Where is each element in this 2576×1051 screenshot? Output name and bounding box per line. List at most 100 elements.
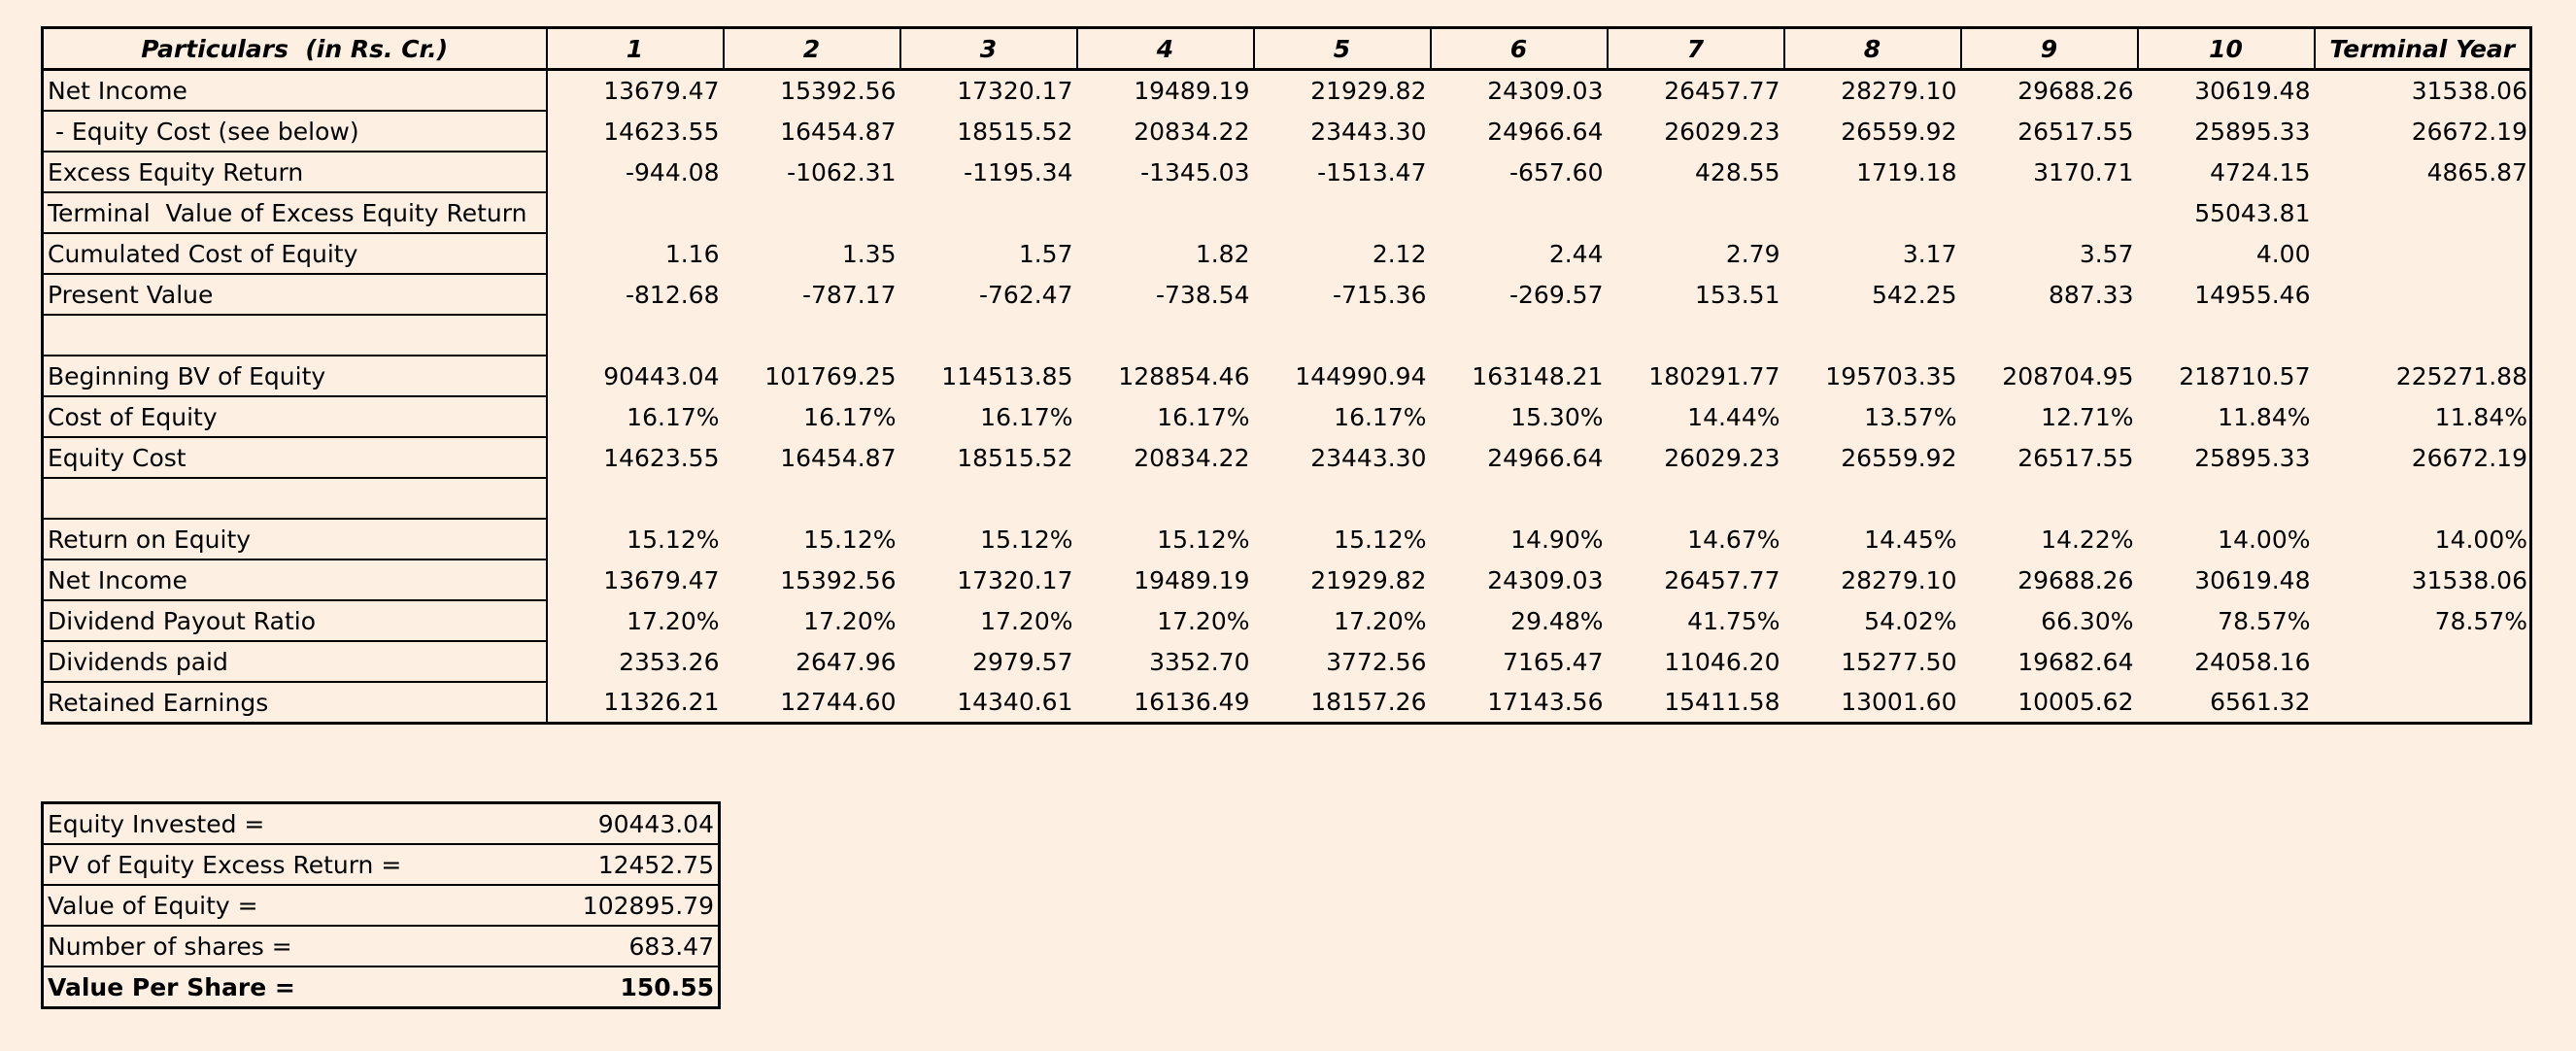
value-cell: 3352.70 bbox=[1149, 647, 1250, 676]
value-cell: 15.12% bbox=[1157, 525, 1250, 554]
row-label bbox=[41, 314, 548, 356]
summary-label: Value of Equity = bbox=[42, 884, 490, 926]
value-cell: 4.00 bbox=[2255, 239, 2311, 268]
value-cell: 25895.33 bbox=[2194, 443, 2311, 472]
value-cell: 2353.26 bbox=[619, 647, 720, 676]
value-cell: 90443.04 bbox=[603, 361, 720, 390]
summary-value: 102895.79 bbox=[489, 884, 720, 926]
value-cell: 24309.03 bbox=[1487, 77, 1604, 105]
value-cell: 19489.19 bbox=[1134, 565, 1250, 594]
header-cell: 5 bbox=[1252, 26, 1432, 71]
value-cell: 163148.21 bbox=[1472, 361, 1604, 390]
value-cell: 24058.16 bbox=[2194, 647, 2311, 676]
value-cell: 15392.56 bbox=[780, 565, 897, 594]
value-cell bbox=[1961, 478, 2138, 519]
row-label: - Equity Cost (see below) bbox=[41, 110, 548, 153]
summary-label: Equity Invested = bbox=[42, 801, 490, 844]
value-cell: 14623.55 bbox=[603, 443, 720, 472]
value-cell: 21929.82 bbox=[1310, 77, 1427, 105]
value-cell: 29.48% bbox=[1510, 606, 1604, 635]
value-cell bbox=[2315, 274, 2531, 315]
value-cell: 3170.71 bbox=[2033, 157, 2134, 186]
value-cell: 31538.06 bbox=[2411, 77, 2527, 105]
value-cell bbox=[1077, 478, 1254, 519]
value-cell: 17.20% bbox=[627, 606, 720, 635]
value-cell: 26559.92 bbox=[1841, 443, 1957, 472]
value-cell bbox=[2315, 315, 2531, 356]
value-cell: -1345.03 bbox=[1140, 157, 1250, 186]
value-cell: 17.20% bbox=[1157, 606, 1250, 635]
table-row: Cost of Equity 16.17% 16.17% 16.17% 16.17% 16… bbox=[41, 395, 2531, 438]
value-cell: 7165.47 bbox=[1503, 647, 1604, 676]
value-cell: 180291.77 bbox=[1648, 361, 1780, 390]
value-cell bbox=[2315, 641, 2531, 682]
value-cell bbox=[1431, 315, 1608, 356]
value-cell: 24966.64 bbox=[1487, 443, 1604, 472]
value-cell: 20834.22 bbox=[1134, 117, 1250, 146]
header-cell: Particulars (in Rs. Cr.) bbox=[41, 26, 548, 71]
value-cell: 12.71% bbox=[2041, 402, 2134, 431]
value-cell: 2.12 bbox=[1372, 239, 1427, 268]
value-cell: 17320.17 bbox=[957, 565, 1073, 594]
value-cell: 28279.10 bbox=[1841, 77, 1957, 105]
value-cell: 1.16 bbox=[664, 239, 720, 268]
value-cell: 26457.77 bbox=[1664, 77, 1780, 105]
value-cell: 144990.94 bbox=[1295, 361, 1427, 390]
value-cell: 14.00% bbox=[2218, 525, 2311, 554]
summary-value: 150.55 bbox=[489, 966, 720, 1008]
value-cell: 18515.52 bbox=[957, 443, 1073, 472]
summary-row: Value of Equity = 102895.79 bbox=[42, 884, 720, 926]
value-cell: 14955.46 bbox=[2194, 280, 2311, 309]
value-cell bbox=[1077, 315, 1254, 356]
row-label: Excess Equity Return bbox=[41, 151, 548, 193]
value-cell: 18157.26 bbox=[1310, 688, 1427, 716]
value-cell: 15.12% bbox=[980, 525, 1073, 554]
summary-table: Equity Invested = 90443.04 PV of Equity Ex… bbox=[41, 801, 721, 1009]
value-cell: 11.84% bbox=[2434, 402, 2527, 431]
row-label: Present Value bbox=[41, 273, 548, 316]
value-cell: 16.17% bbox=[1334, 402, 1427, 431]
value-cell: 15.12% bbox=[1334, 525, 1427, 554]
value-cell: 26672.19 bbox=[2411, 117, 2527, 146]
value-cell bbox=[547, 192, 724, 233]
summary-row: Number of shares = 683.47 bbox=[42, 925, 720, 966]
header-cell: 6 bbox=[1429, 26, 1609, 71]
value-cell: 128854.46 bbox=[1118, 361, 1250, 390]
value-cell bbox=[900, 478, 1077, 519]
value-cell: 153.51 bbox=[1695, 280, 1780, 309]
value-cell: 16.17% bbox=[627, 402, 720, 431]
value-cell: 13001.60 bbox=[1841, 688, 1957, 716]
row-label: Net Income bbox=[41, 559, 548, 601]
value-cell: 15411.58 bbox=[1664, 688, 1780, 716]
summary-row: PV of Equity Excess Return = 12452.75 bbox=[42, 843, 720, 885]
value-cell bbox=[547, 315, 724, 356]
value-cell: -269.57 bbox=[1509, 280, 1604, 309]
table-row: Beginning BV of Equity 90443.04 101769.25 1… bbox=[41, 355, 2531, 397]
value-cell: 17.20% bbox=[1334, 606, 1427, 635]
value-cell: 101769.25 bbox=[764, 361, 897, 390]
header-cell: 1 bbox=[545, 26, 725, 71]
summary-value: 683.47 bbox=[489, 925, 720, 966]
value-cell: 26559.92 bbox=[1841, 117, 1957, 146]
value-cell: 15277.50 bbox=[1841, 647, 1957, 676]
value-cell: 25895.33 bbox=[2194, 117, 2311, 146]
value-cell: 16.17% bbox=[980, 402, 1073, 431]
valuation-table: Particulars (in Rs. Cr.) 1 2 3 4 5 6 7 8 9 10 Termi… bbox=[41, 26, 2532, 725]
value-cell: 2979.57 bbox=[972, 647, 1073, 676]
value-cell bbox=[900, 192, 1077, 233]
value-cell: 3.57 bbox=[2079, 239, 2134, 268]
value-cell: 14.00% bbox=[2434, 525, 2527, 554]
value-cell: 21929.82 bbox=[1310, 565, 1427, 594]
value-cell bbox=[1431, 192, 1608, 233]
value-cell bbox=[1431, 478, 1608, 519]
value-cell bbox=[2315, 682, 2531, 724]
value-cell: 208704.95 bbox=[2002, 361, 2134, 390]
row-label: Terminal Value of Excess Equity Return bbox=[41, 191, 548, 234]
value-cell: 26517.55 bbox=[2017, 117, 2134, 146]
table-row: Equity Cost 14623.55 16454.87 18515.52 20834… bbox=[41, 436, 2531, 479]
value-cell: 55043.81 bbox=[2194, 198, 2311, 227]
value-cell: 15.12% bbox=[627, 525, 720, 554]
value-cell: -657.60 bbox=[1509, 157, 1604, 186]
table-row: Cumulated Cost of Equity 1.16 1.35 1.57 1.82… bbox=[41, 232, 2531, 275]
summary-value: 12452.75 bbox=[489, 843, 720, 885]
